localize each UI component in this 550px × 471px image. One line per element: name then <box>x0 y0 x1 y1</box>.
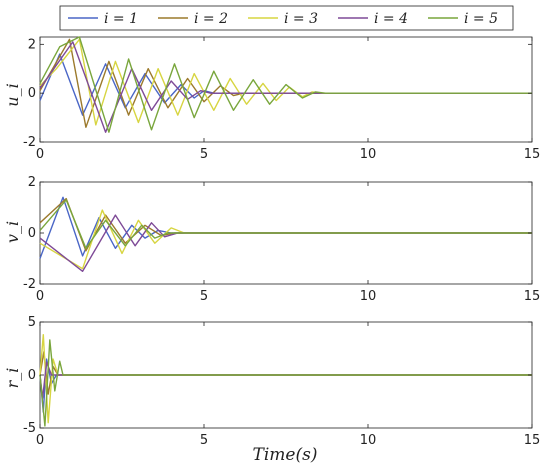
v-panel: 0 5 10 15-202 <box>23 175 540 304</box>
series-line-i5 <box>39 36 532 133</box>
series-line-i2 <box>39 38 532 129</box>
x-tick-label: 10 <box>360 147 377 162</box>
y-tick-label: 5 <box>28 315 36 330</box>
y-tick-label: 2 <box>28 175 36 190</box>
series-line-i5 <box>39 339 532 427</box>
r-axis-label: r_i <box>3 368 22 389</box>
series-line-i3 <box>39 209 532 270</box>
y-tick-label: -2 <box>23 135 36 150</box>
x-tick-label: 0 <box>36 433 44 448</box>
y-tick-label: -5 <box>23 421 36 436</box>
legend-label-i4: i = 4 <box>374 11 408 27</box>
y-tick-label: 0 <box>28 368 36 383</box>
y-tick-label: 2 <box>28 37 36 52</box>
y-tick-label: -2 <box>23 277 36 292</box>
x-tick-label: 5 <box>200 433 208 448</box>
legend-label-i3: i = 3 <box>284 11 318 27</box>
r-panel: 0 5 10 15-505 <box>23 315 540 448</box>
x-tick-label: 10 <box>360 433 377 448</box>
series-line-i3 <box>39 38 532 126</box>
y-tick-label: 0 <box>28 86 36 101</box>
x-tick-label: 10 <box>360 289 377 304</box>
legend-label-i1: i = 1 <box>104 11 138 27</box>
y-tick-label: 0 <box>28 226 36 241</box>
legend-label-i2: i = 2 <box>194 11 228 27</box>
u-panel: 0 5 10 15-202 <box>23 36 541 162</box>
x-tick-label: 5 <box>200 289 208 304</box>
x-tick-label: 15 <box>524 289 541 304</box>
x-tick-label: 5 <box>200 147 208 162</box>
u-axis-label: u_i <box>3 83 22 106</box>
x-tick-label: 0 <box>36 147 44 162</box>
x-tick-label: 0 <box>36 289 44 304</box>
series-line-i5 <box>39 199 532 250</box>
legend-label-i5: i = 5 <box>464 11 498 27</box>
legend: i = 1 i = 2 i = 3 i = 4 i = 5 <box>59 5 514 31</box>
time-axis-label: Time(s) <box>253 445 318 465</box>
series-line-i1 <box>39 196 532 259</box>
x-tick-label: 15 <box>524 147 541 162</box>
v-axis-label: v_i <box>3 221 22 243</box>
x-tick-label: 15 <box>524 433 541 448</box>
